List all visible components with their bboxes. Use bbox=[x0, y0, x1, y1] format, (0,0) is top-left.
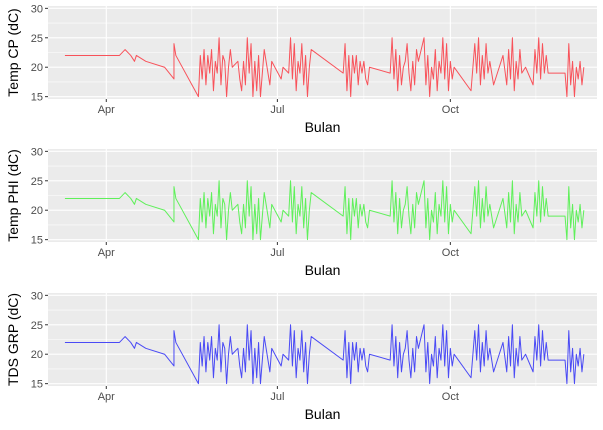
y-tick-label: 15 bbox=[31, 92, 43, 104]
x-tick-label: Jul bbox=[270, 391, 284, 403]
series-line bbox=[64, 37, 585, 98]
x-axis-title: Bulan bbox=[305, 119, 341, 135]
y-axis-title: Temp CP (dC) bbox=[5, 8, 21, 96]
x-tick-label: Oct bbox=[442, 391, 459, 403]
y-tick-label: 20 bbox=[31, 62, 43, 74]
x-tick-label: Jul bbox=[270, 247, 284, 259]
y-tick-label: 20 bbox=[31, 205, 43, 217]
y-tick-label: 30 bbox=[31, 3, 43, 15]
x-tick-label: Apr bbox=[98, 104, 115, 116]
x-tick-label: Oct bbox=[442, 104, 459, 116]
chart-panel-1: 15 20 25 30 Apr Jul Oct Bulan Temp CP (dC) bbox=[5, 3, 597, 135]
y-tick-label: 30 bbox=[31, 146, 43, 158]
x-axis-title: Bulan bbox=[305, 406, 341, 422]
y-tick-label: 25 bbox=[31, 33, 43, 45]
chart-panel-2: 15 20 25 30 Apr Jul Oct Bulan Temp PHI (dC) bbox=[5, 146, 597, 278]
y-tick-label: 25 bbox=[31, 320, 43, 332]
x-tick-label: Apr bbox=[98, 391, 115, 403]
series-line bbox=[64, 180, 585, 241]
x-tick-label: Apr bbox=[98, 247, 115, 259]
y-tick-label: 15 bbox=[31, 379, 43, 391]
chart-panel-3: 15 20 25 30 Apr Jul Oct Bulan TDS GRP (dC) bbox=[5, 290, 597, 422]
chart-panels: 15 20 25 30 Apr Jul Oct Bulan Temp CP (dC) 15 20 25… bbox=[5, 3, 597, 422]
y-tick-label: 25 bbox=[31, 176, 43, 188]
y-axis-title: Temp PHI (dC) bbox=[5, 149, 21, 242]
y-tick-label: 20 bbox=[31, 349, 43, 361]
x-tick-label: Oct bbox=[442, 247, 459, 259]
y-tick-label: 15 bbox=[31, 235, 43, 247]
series-line bbox=[64, 324, 585, 385]
x-axis-title: Bulan bbox=[305, 262, 341, 278]
y-axis-title: TDS GRP (dC) bbox=[5, 293, 21, 386]
x-tick-label: Jul bbox=[270, 104, 284, 116]
y-tick-label: 30 bbox=[31, 290, 43, 302]
